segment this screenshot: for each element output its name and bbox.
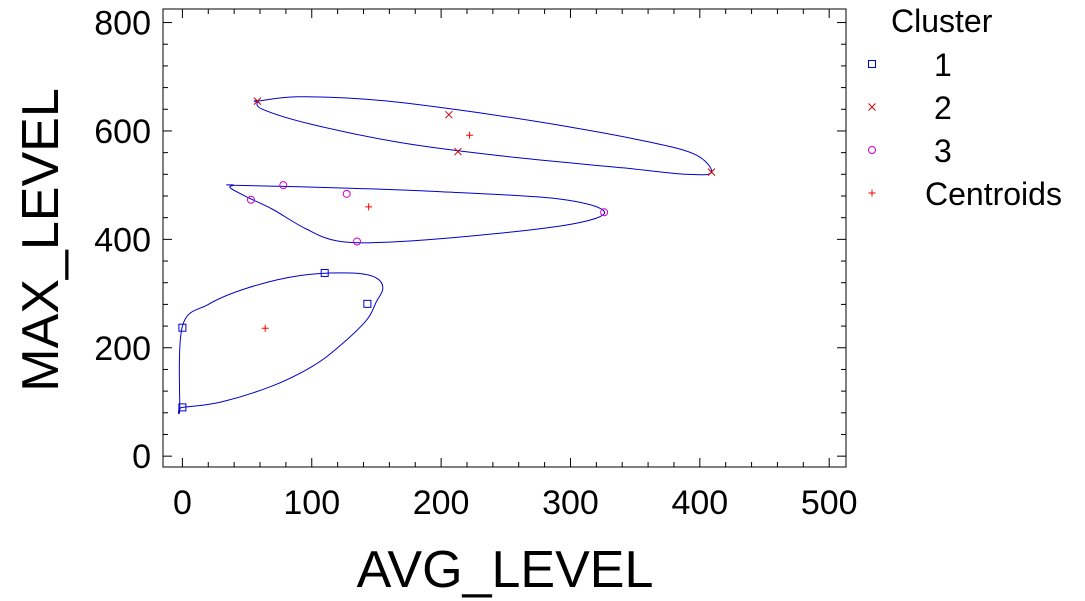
cluster-1-point [320, 268, 329, 277]
cluster-2-point [253, 97, 262, 105]
cluster-ellipse [226, 184, 606, 244]
y-tick-label: 0 [132, 438, 151, 476]
y-tick-label: 600 [94, 113, 151, 151]
cluster-3-point [342, 189, 351, 198]
cluster-2-point [445, 110, 453, 119]
plot-border [162, 8, 847, 468]
cluster-ellipse [253, 96, 713, 176]
legend-label: Centroids [925, 176, 1062, 212]
cluster-ellipse [178, 272, 384, 415]
cluster-ellipses [178, 96, 713, 415]
y-axis-title: MAX_LEVEL [12, 88, 70, 392]
cluster-2-point [707, 168, 716, 176]
centroid-point [365, 203, 373, 211]
centroid-point [261, 324, 269, 332]
cluster-3-point [600, 208, 609, 217]
cluster-3-point [353, 237, 362, 246]
legend-marker-centroids [868, 189, 876, 197]
x-tick-label: 200 [413, 484, 470, 522]
cluster-1-point [178, 403, 187, 412]
cluster-1-point [178, 323, 187, 332]
cluster-3-point [279, 181, 288, 190]
x-tick-label: 0 [173, 484, 192, 522]
plot-area [162, 8, 847, 468]
legend-label: 3 [934, 133, 952, 169]
cluster-1-point [363, 299, 372, 308]
legend-marker-3 [868, 146, 876, 154]
y-tick-label: 800 [94, 5, 151, 43]
legend-label: 2 [934, 90, 952, 126]
y-tick-label: 400 [94, 221, 151, 259]
legend-title: Cluster [891, 3, 993, 39]
x-tick-label: 500 [801, 484, 858, 522]
centroid-point [466, 131, 474, 139]
legend: Cluster 1 2 3 Centroids [868, 3, 1062, 212]
y-axis-ticks: 0 200 400 600 800 [94, 5, 846, 476]
y-tick-label: 200 [94, 330, 151, 368]
cluster-2-point [454, 147, 462, 156]
data-points [178, 97, 716, 412]
legend-label: 1 [934, 47, 952, 83]
x-axis-title: AVG_LEVEL [357, 541, 654, 599]
x-tick-label: 300 [542, 484, 599, 522]
x-tick-label: 400 [671, 484, 728, 522]
legend-marker-1 [868, 60, 876, 68]
legend-marker-2 [868, 103, 876, 111]
x-tick-label: 100 [283, 484, 340, 522]
cluster-3-point [246, 195, 255, 204]
x-axis-ticks: 0 100 200 300 400 500 [173, 9, 858, 522]
